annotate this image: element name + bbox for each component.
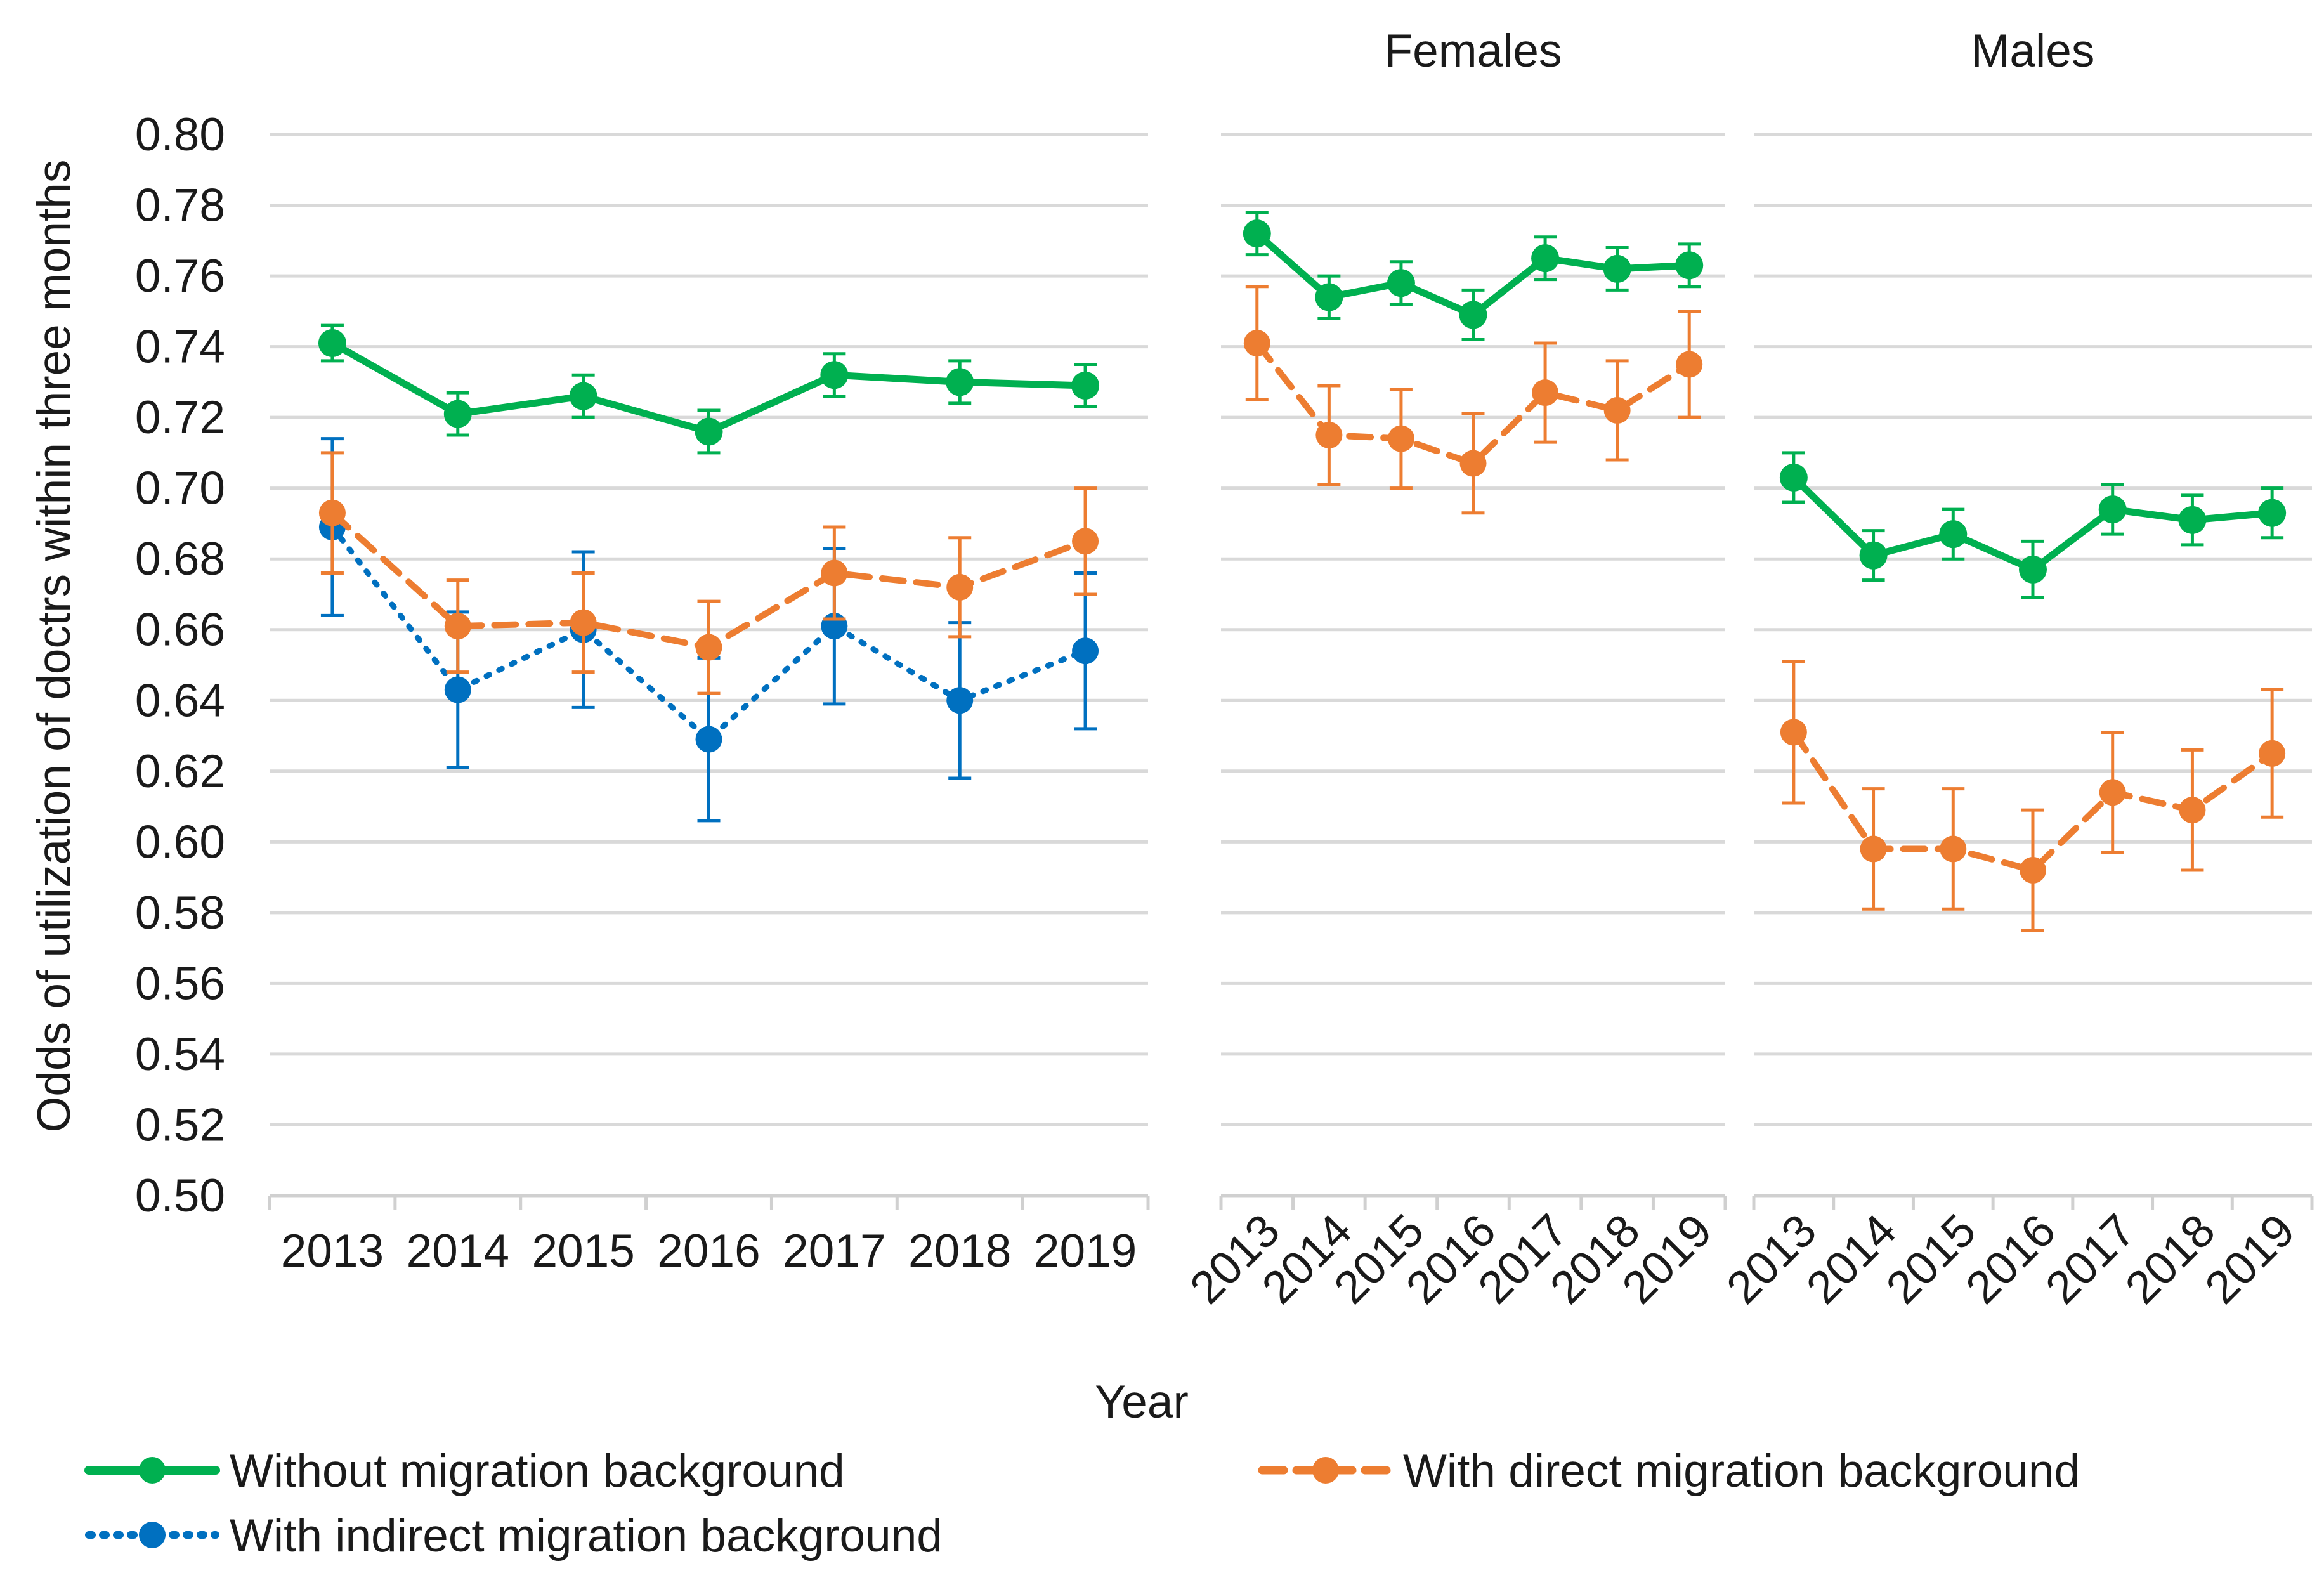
data-point-direct	[1603, 396, 1631, 424]
y-tick-label: 0.70	[135, 463, 225, 514]
legend-label: Without migration background	[230, 1446, 845, 1497]
y-tick-label: 0.60	[135, 816, 225, 868]
y-tick-label: 0.52	[135, 1099, 225, 1151]
legend-swatch-marker	[1312, 1457, 1339, 1484]
data-point-direct	[318, 499, 346, 526]
data-point-direct	[1676, 351, 1703, 378]
legend-label: With direct migration background	[1403, 1446, 2080, 1497]
data-point-direct	[2259, 740, 2286, 767]
panel-title: Females	[1385, 25, 1562, 77]
x-tick-label: 2013	[1717, 1204, 1826, 1314]
y-tick-label: 0.62	[135, 746, 225, 797]
data-point-direct	[444, 613, 471, 640]
data-point-without	[2098, 495, 2127, 524]
x-tick-label: 2016	[657, 1225, 760, 1277]
legend-swatch-marker	[139, 1457, 166, 1484]
data-point-without	[1315, 283, 1343, 311]
y-axis-title: Odds of utilization of doctrs within thr…	[29, 160, 80, 1133]
data-point-direct	[821, 559, 848, 587]
y-tick-label: 0.64	[135, 675, 225, 726]
y-tick-label: 0.72	[135, 392, 225, 443]
data-point-indirect	[444, 676, 471, 703]
y-tick-label: 0.58	[135, 887, 225, 939]
data-point-without	[1779, 463, 1808, 492]
data-point-direct	[570, 609, 597, 636]
legend: Without migration background With direct …	[84, 1446, 2080, 1562]
x-tick-label: 2013	[281, 1225, 384, 1277]
data-point-direct	[1459, 450, 1487, 477]
x-tick-label: 2019	[1034, 1225, 1137, 1277]
y-tick-label: 0.56	[135, 958, 225, 1009]
data-point-without	[1675, 251, 1704, 280]
x-tick-label: 2018	[908, 1225, 1011, 1277]
y-tick-label: 0.66	[135, 604, 225, 656]
series	[318, 211, 2287, 932]
data-point-without	[2178, 506, 2207, 534]
data-point-direct	[695, 634, 722, 661]
data-point-without	[1387, 269, 1415, 297]
x-axis-title: Year	[1095, 1376, 1189, 1428]
data-point-without	[695, 417, 723, 446]
legend-label: With indirect migration background	[230, 1510, 943, 1562]
data-point-without	[2258, 499, 2287, 527]
data-point-without	[2019, 555, 2047, 584]
data-point-direct	[2020, 856, 2046, 884]
data-point-indirect	[695, 726, 722, 753]
data-point-direct	[1532, 379, 1559, 407]
axes	[268, 1194, 2314, 1210]
y-tick-label: 0.76	[135, 251, 225, 302]
data-point-direct	[2179, 797, 2206, 824]
data-point-without	[318, 329, 346, 358]
data-point-indirect	[1072, 637, 1099, 665]
x-tick-label: 2015	[1876, 1204, 1985, 1314]
data-point-without	[1859, 541, 1888, 570]
data-point-direct	[2099, 779, 2126, 806]
data-point-without	[1243, 219, 1271, 248]
data-point-direct	[1940, 835, 1967, 863]
x-tick-label: 2019	[2195, 1204, 2304, 1314]
data-point-direct	[946, 573, 974, 601]
data-point-without	[569, 382, 597, 410]
y-tick-label: 0.74	[135, 322, 225, 373]
data-point-direct	[1387, 425, 1414, 452]
data-point-direct	[1072, 528, 1099, 555]
data-point-without	[443, 400, 472, 428]
data-point-without	[1939, 520, 1968, 549]
x-tick-label: 2017	[2036, 1204, 2145, 1314]
x-tick-label: 2018	[2116, 1204, 2225, 1314]
data-point-direct	[1780, 719, 1807, 746]
data-point-direct	[1860, 835, 1887, 863]
labels: 0.50 0.52 0.54 0.56 0.58 0.60 0.62 0.64 0.66 0.68…	[29, 25, 2304, 1428]
data-point-without	[1071, 371, 1100, 400]
panel-title: Males	[1971, 25, 2095, 77]
data-point-without	[820, 361, 849, 389]
data-point-direct	[1243, 330, 1270, 357]
y-tick-label: 0.80	[135, 109, 225, 160]
x-tick-label: 2017	[783, 1225, 885, 1277]
legend-swatch-marker	[139, 1522, 166, 1548]
data-point-indirect	[946, 687, 974, 714]
y-tick-label: 0.78	[135, 180, 225, 232]
x-tick-label: 2014	[1797, 1204, 1906, 1314]
data-point-without	[946, 368, 974, 396]
data-point-without	[1459, 301, 1487, 329]
y-tick-label: 0.50	[135, 1170, 225, 1222]
y-tick-label: 0.54	[135, 1029, 225, 1080]
y-tick-label: 0.68	[135, 533, 225, 585]
data-point-without	[1603, 254, 1631, 283]
x-tick-label: 2015	[532, 1225, 634, 1277]
x-tick-label: 2014	[407, 1225, 509, 1277]
x-tick-label: 2016	[1956, 1204, 2065, 1314]
data-point-direct	[1315, 422, 1343, 449]
data-point-without	[1531, 244, 1560, 273]
